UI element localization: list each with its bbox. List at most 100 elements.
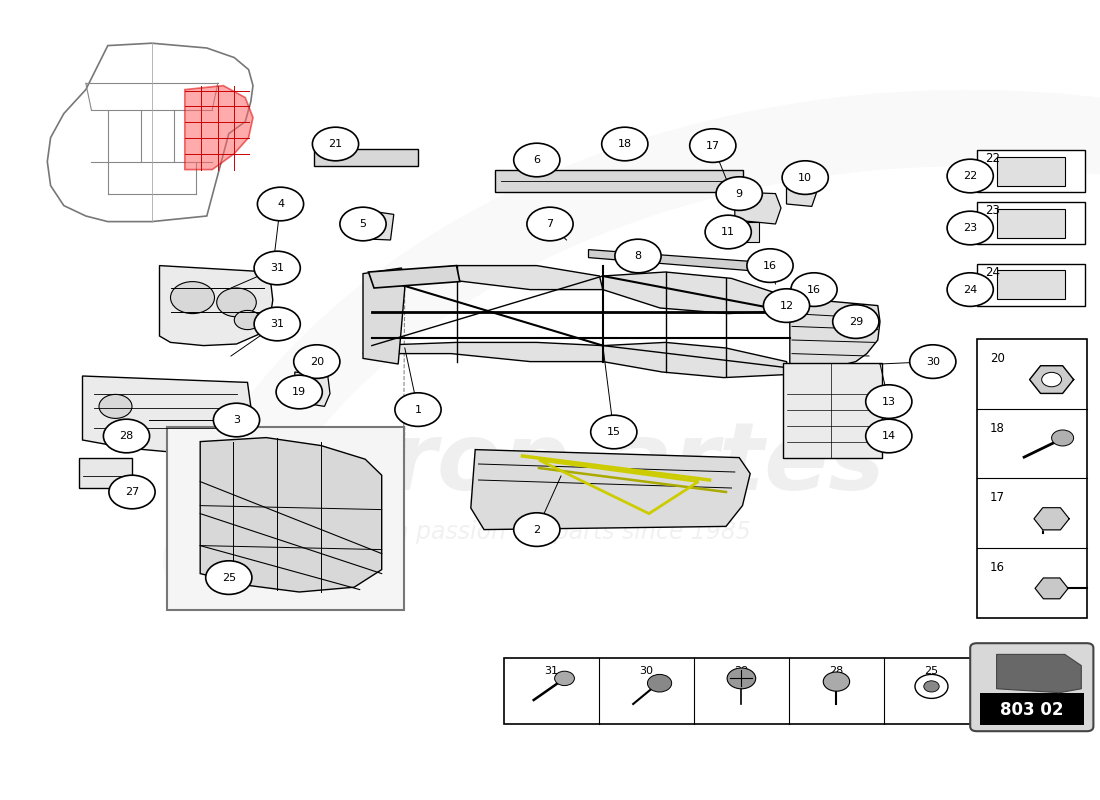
- Text: 22: 22: [986, 152, 1001, 165]
- Polygon shape: [47, 43, 253, 222]
- Circle shape: [206, 561, 252, 594]
- Circle shape: [276, 375, 322, 409]
- Circle shape: [773, 298, 800, 318]
- Bar: [728, 222, 759, 242]
- Text: 19: 19: [293, 387, 306, 397]
- Text: 17: 17: [706, 141, 719, 150]
- Text: 5: 5: [360, 219, 366, 229]
- Polygon shape: [588, 250, 767, 272]
- Circle shape: [782, 161, 828, 194]
- Circle shape: [924, 681, 939, 692]
- Text: 31: 31: [544, 666, 559, 676]
- Bar: [977, 339, 1087, 618]
- Bar: [997, 270, 1065, 299]
- Polygon shape: [160, 266, 273, 346]
- Polygon shape: [354, 210, 394, 240]
- Text: 31: 31: [271, 319, 284, 329]
- Text: 9: 9: [736, 189, 743, 198]
- Polygon shape: [368, 266, 460, 288]
- Text: 16: 16: [807, 285, 821, 294]
- Circle shape: [915, 674, 948, 698]
- Text: 11: 11: [722, 227, 735, 237]
- Text: 31: 31: [271, 263, 284, 273]
- Text: 12: 12: [780, 301, 793, 310]
- Circle shape: [947, 159, 993, 193]
- Circle shape: [727, 668, 756, 689]
- Circle shape: [395, 393, 441, 426]
- Text: 20: 20: [990, 352, 1005, 365]
- Text: 4: 4: [277, 199, 284, 209]
- Circle shape: [648, 674, 672, 692]
- Circle shape: [833, 305, 879, 338]
- Text: 29: 29: [849, 317, 862, 326]
- Bar: [977, 264, 1085, 306]
- Polygon shape: [1035, 578, 1068, 598]
- Bar: [504, 658, 979, 724]
- Circle shape: [217, 288, 256, 317]
- Bar: [314, 149, 418, 166]
- Circle shape: [823, 672, 849, 691]
- Text: 25: 25: [222, 573, 235, 582]
- Polygon shape: [471, 450, 750, 530]
- Circle shape: [109, 475, 155, 509]
- Circle shape: [254, 307, 300, 341]
- Circle shape: [514, 513, 560, 546]
- Polygon shape: [365, 266, 603, 290]
- Circle shape: [1052, 430, 1074, 446]
- Polygon shape: [1030, 366, 1074, 394]
- Text: 30: 30: [639, 666, 653, 676]
- Bar: [977, 150, 1085, 192]
- Polygon shape: [82, 376, 251, 452]
- Bar: [977, 202, 1085, 244]
- Text: 3: 3: [233, 415, 240, 425]
- Circle shape: [340, 207, 386, 241]
- Text: 24: 24: [964, 285, 977, 294]
- Text: a passion for parts since 1985: a passion for parts since 1985: [394, 520, 750, 544]
- Text: 803 02: 803 02: [1000, 701, 1064, 718]
- Circle shape: [254, 251, 300, 285]
- Bar: [980, 694, 1084, 725]
- Text: 27: 27: [125, 487, 139, 497]
- Text: 8: 8: [635, 251, 641, 261]
- Circle shape: [591, 415, 637, 449]
- Text: 16: 16: [763, 261, 777, 270]
- Text: 24: 24: [986, 266, 1001, 278]
- Circle shape: [763, 289, 810, 322]
- Polygon shape: [735, 192, 781, 224]
- Circle shape: [866, 385, 912, 418]
- Text: 1: 1: [415, 405, 421, 414]
- Circle shape: [705, 215, 751, 249]
- Circle shape: [527, 207, 573, 241]
- FancyBboxPatch shape: [970, 643, 1093, 731]
- Circle shape: [910, 345, 956, 378]
- Text: 13: 13: [882, 397, 895, 406]
- Text: 25: 25: [924, 666, 938, 676]
- Text: 23: 23: [964, 223, 977, 233]
- Text: 23: 23: [986, 204, 1001, 217]
- Text: 6: 6: [534, 155, 540, 165]
- Bar: [783, 363, 882, 458]
- Polygon shape: [200, 438, 382, 592]
- Circle shape: [747, 249, 793, 282]
- Polygon shape: [363, 342, 603, 362]
- Circle shape: [947, 211, 993, 245]
- Circle shape: [791, 273, 837, 306]
- Polygon shape: [790, 298, 880, 370]
- Circle shape: [1042, 372, 1062, 386]
- Text: europ-artes: europ-artes: [260, 418, 884, 510]
- Circle shape: [234, 310, 261, 330]
- Circle shape: [170, 282, 214, 314]
- Polygon shape: [295, 372, 330, 406]
- Bar: [997, 209, 1065, 238]
- Text: 29: 29: [735, 666, 748, 676]
- Polygon shape: [603, 342, 790, 378]
- Text: 14: 14: [882, 431, 895, 441]
- Bar: [495, 170, 742, 192]
- Circle shape: [554, 671, 574, 686]
- Circle shape: [615, 239, 661, 273]
- Polygon shape: [786, 178, 816, 206]
- Circle shape: [312, 127, 359, 161]
- Text: 18: 18: [618, 139, 631, 149]
- Polygon shape: [297, 384, 313, 394]
- Circle shape: [716, 177, 762, 210]
